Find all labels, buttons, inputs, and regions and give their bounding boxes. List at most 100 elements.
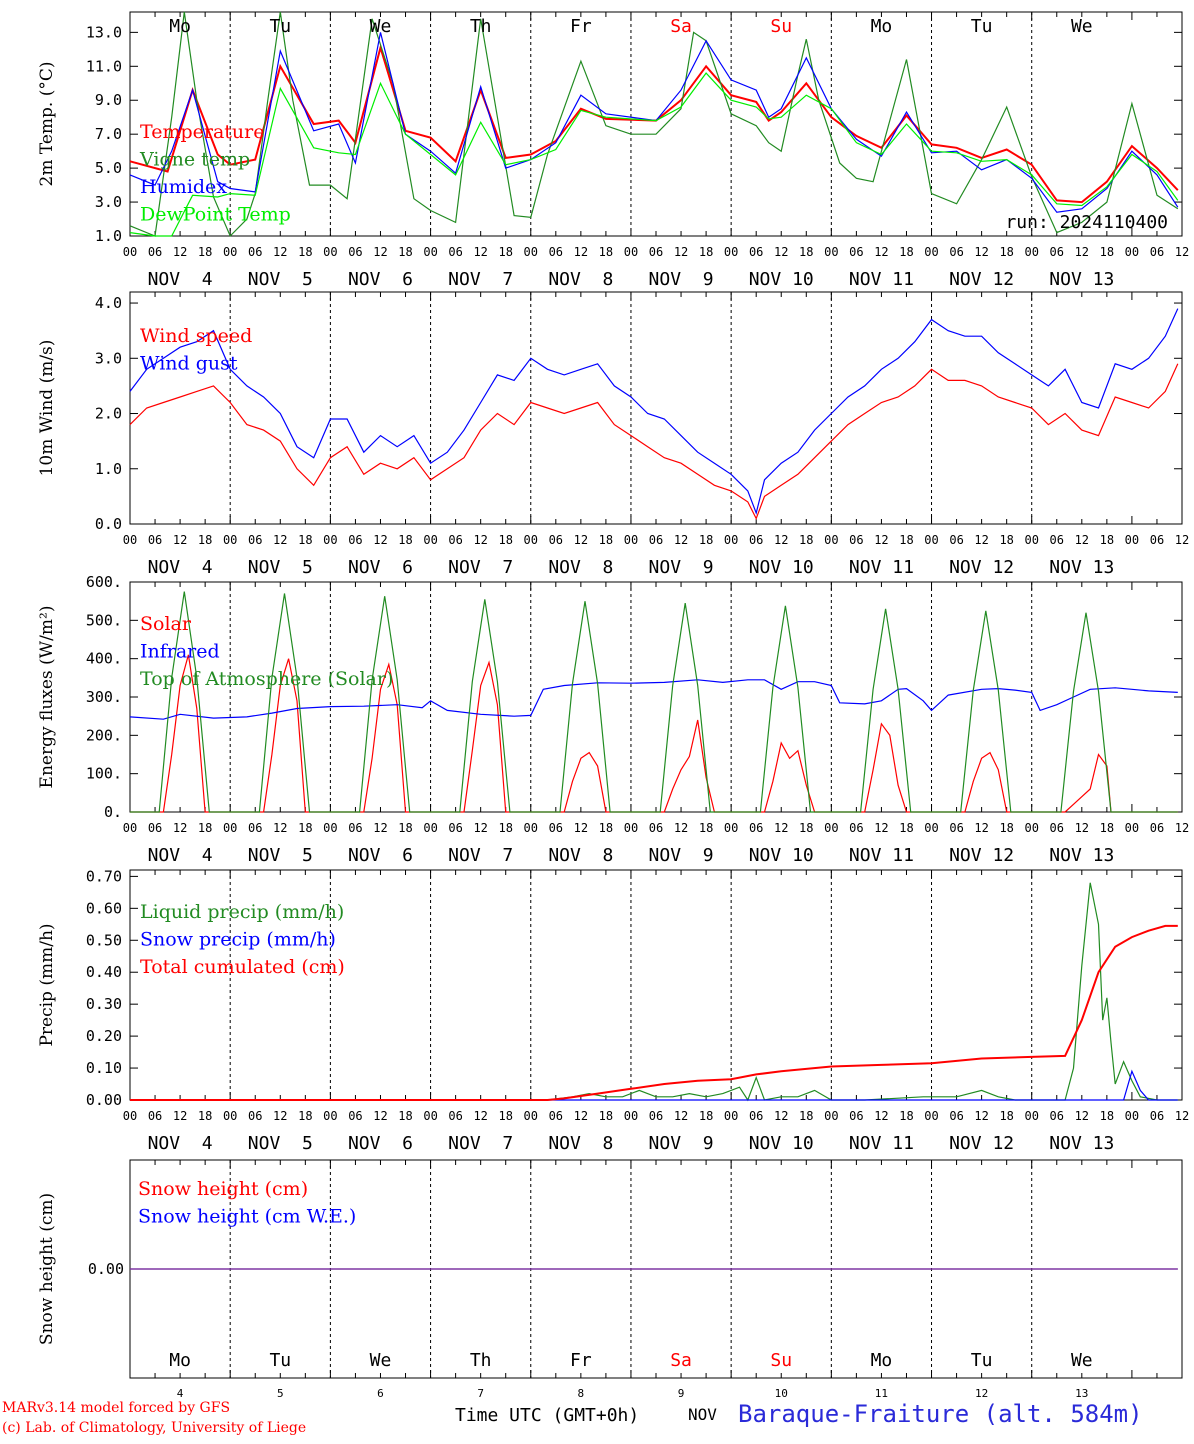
day-number-label: 8 [578, 1387, 585, 1400]
hour-label: 12 [574, 533, 588, 547]
footer-credit: (c) Lab. of Climatology, University of L… [2, 1420, 307, 1436]
day-label: Th [470, 1350, 492, 1371]
hour-label: 00 [223, 821, 237, 835]
day-number-label: 13 [1075, 1387, 1088, 1400]
energy-panel: 0. 100. 200. 300. 400. 500. 600. Energy fluxes … [37, 573, 1189, 866]
series-line-dewpoint [129, 72, 1179, 237]
hour-label: 18 [799, 1109, 813, 1123]
total-cumulated-legend: Total cumulated (cm) [140, 956, 345, 978]
y-tick-label: 100. [86, 765, 122, 783]
series-line-toa-solar [130, 591, 1178, 813]
y-axis-title: 2m Temp. (°C) [37, 61, 57, 186]
series-line-humidex [129, 32, 1179, 213]
hour-label: 00 [824, 245, 838, 259]
hour-label: 18 [498, 821, 512, 835]
liquid-precip-legend: Liquid precip (mm/h) [140, 901, 344, 923]
date-label: NOV 10 [749, 269, 814, 290]
hour-label: 00 [423, 245, 437, 259]
solar-legend: Solar [140, 613, 192, 635]
date-label: NOV 6 [348, 557, 413, 578]
hour-label: 06 [1150, 821, 1164, 835]
hour-label: 00 [1125, 821, 1139, 835]
hour-label: 00 [323, 1109, 337, 1123]
station-title: Baraque-Fraiture (alt. 584m) [738, 1400, 1143, 1428]
hour-label: 12 [674, 821, 688, 835]
hour-label: 06 [1150, 245, 1164, 259]
date-label: NOV 7 [448, 845, 513, 866]
hour-label: 12 [974, 1109, 988, 1123]
date-label: NOV 8 [548, 1133, 613, 1154]
y-tick-label: 0.20 [86, 1027, 122, 1045]
y-tick-label: 300. [86, 688, 122, 706]
hour-label: 06 [649, 533, 663, 547]
hour-label: 06 [849, 533, 863, 547]
day-label: Sa [670, 1350, 692, 1371]
hour-label: 06 [1150, 1109, 1164, 1123]
hour-label: 06 [148, 1109, 162, 1123]
y-tick-label: 500. [86, 611, 122, 629]
hour-label: 18 [899, 245, 913, 259]
hour-label: 06 [1050, 245, 1064, 259]
date-label: NOV 11 [849, 1133, 914, 1154]
day-label: Mo [871, 16, 893, 37]
hour-label: 00 [824, 1109, 838, 1123]
hour-label: 06 [448, 245, 462, 259]
hour-label: 00 [223, 245, 237, 259]
hour-label: 00 [724, 821, 738, 835]
hour-label: 00 [524, 533, 538, 547]
hour-label: 18 [198, 1109, 212, 1123]
date-label: NOV 12 [949, 269, 1014, 290]
hour-label: 12 [1075, 1109, 1089, 1123]
y-tick-label: 0.00 [86, 1091, 122, 1109]
wind-gust-legend: Wind gust [140, 353, 238, 375]
y-tick-label: 2.0 [95, 405, 122, 423]
date-label: NOV 5 [248, 269, 313, 290]
y-tick-label: 0.10 [86, 1059, 122, 1077]
hour-label: 06 [448, 1109, 462, 1123]
day-label: Tu [269, 1350, 291, 1371]
hour-label: 06 [148, 533, 162, 547]
day-label: Mo [871, 1350, 893, 1371]
y-tick-label: 200. [86, 726, 122, 744]
hour-label: 12 [1075, 245, 1089, 259]
day-number-label: 10 [775, 1387, 788, 1400]
date-label: NOV 8 [548, 845, 613, 866]
hour-label: 00 [123, 1109, 137, 1123]
snow-height-legend: Snow height (cm) [138, 1178, 308, 1200]
date-label: NOV 12 [949, 557, 1014, 578]
hour-label: 18 [699, 821, 713, 835]
hour-label: 12 [874, 245, 888, 259]
hour-label: 00 [924, 1109, 938, 1123]
snow-precip-legend: Snow precip (mm/h) [140, 929, 336, 951]
hour-label: 00 [624, 821, 638, 835]
hour-label: 18 [398, 245, 412, 259]
toa-solar-legend: Top of Atmosphere (Solar) [140, 668, 393, 690]
hour-label: 06 [248, 245, 262, 259]
day-label: We [370, 16, 392, 37]
date-label: NOV 10 [749, 1133, 814, 1154]
hour-label: 12 [774, 533, 788, 547]
hour-label: 00 [1125, 533, 1139, 547]
hour-label: 18 [498, 1109, 512, 1123]
y-tick-label: 7.0 [95, 125, 122, 143]
hour-label: 06 [1050, 821, 1064, 835]
hour-label: 12 [574, 1109, 588, 1123]
hour-label: 06 [248, 821, 262, 835]
day-label: We [1071, 1350, 1093, 1371]
precip-panel: 0.00 0.10 0.20 0.30 0.40 0.50 0.60 0.70 Precip (… [37, 867, 1189, 1154]
date-label: NOV 5 [248, 557, 313, 578]
hour-label: 12 [373, 245, 387, 259]
hour-label: 18 [599, 1109, 613, 1123]
snow-height-we-legend: Snow height (cm W.E.) [138, 1206, 356, 1228]
hour-label: 00 [223, 533, 237, 547]
date-label: NOV 10 [749, 557, 814, 578]
hour-label: 12 [173, 821, 187, 835]
hour-label: 00 [624, 1109, 638, 1123]
date-label: NOV 4 [148, 557, 213, 578]
hour-label: 00 [524, 1109, 538, 1123]
series-line-snow-precip [130, 1069, 1178, 1101]
y-tick-label: 0. [104, 803, 122, 821]
hour-label: 06 [1050, 1109, 1064, 1123]
hour-label: 06 [448, 821, 462, 835]
y-tick-label: 13.0 [86, 23, 122, 41]
